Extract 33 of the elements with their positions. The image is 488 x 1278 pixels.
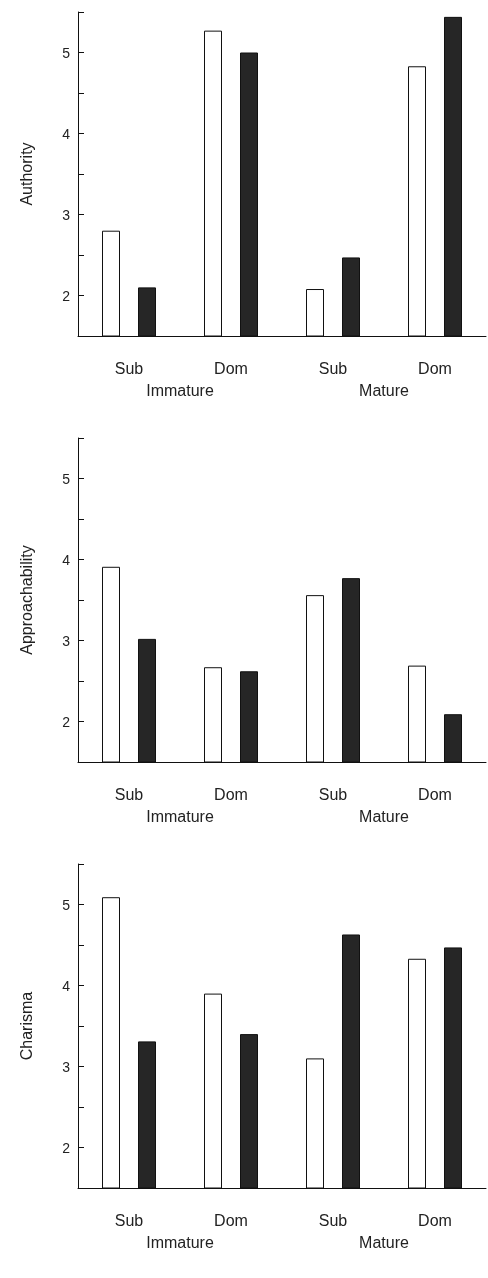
x-tick-label: Dom — [418, 359, 452, 377]
text: Mature — [359, 381, 409, 399]
x-tick-label: Sub — [114, 785, 144, 803]
y-tick-label: 4 — [62, 977, 71, 994]
y-tick-label: 2 — [62, 713, 71, 730]
x-tick-label: Sub — [318, 1211, 348, 1229]
y-tick-label: 2 — [62, 1139, 71, 1156]
y-tick-label: 4 — [62, 125, 71, 142]
y-axis-title: Charisma — [17, 991, 35, 1061]
y-axis-title: Authority — [17, 142, 35, 206]
x-tick-label: Sub — [114, 1211, 144, 1229]
text: Mature — [359, 1233, 409, 1251]
y-tick-label: 4 — [62, 551, 71, 568]
x-tick-label: Sub — [318, 359, 348, 377]
x-tick-label: Sub — [114, 359, 144, 377]
x-tick-label: Dom — [418, 1211, 452, 1229]
text: Immature — [146, 807, 214, 825]
y-tick-label: 3 — [62, 1058, 71, 1075]
x-tick-label: Sub — [318, 785, 348, 803]
text: Immature — [146, 381, 214, 399]
text: Immature — [146, 1233, 214, 1251]
x-tick-label: Dom — [214, 1211, 248, 1229]
x-tick-label: Dom — [418, 785, 452, 803]
text: Mature — [359, 807, 409, 825]
y-tick-label: 5 — [62, 470, 71, 487]
y-tick-label: 5 — [62, 44, 71, 61]
y-tick-label: 3 — [62, 206, 71, 223]
y-tick-label: 3 — [62, 632, 71, 649]
y-tick-label: 2 — [62, 287, 71, 304]
x-tick-label: Dom — [214, 785, 248, 803]
y-tick-label: 5 — [62, 896, 71, 913]
x-tick-label: Dom — [214, 359, 248, 377]
y-axis-title: Approachability — [17, 545, 35, 655]
